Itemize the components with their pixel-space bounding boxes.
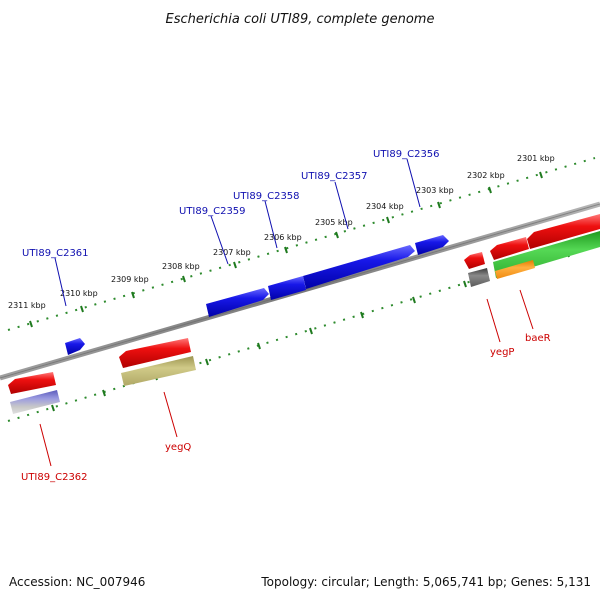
gene-utI89-c2357-arrow[interactable] [303,245,415,289]
kbp-label-2307: 2307 kbp [213,248,251,257]
kbp-label-2311: 2311 kbp [8,301,46,310]
top-leader-lines [54,158,421,307]
feature-olive-band[interactable] [121,356,196,386]
gene-yegq-arrow[interactable] [119,338,191,368]
upper-ruler [7,157,596,331]
bottom-leader-lines [39,289,534,467]
kbp-label-2310: 2310 kbp [60,289,98,298]
accession-text: Accession: NC_007946 [9,575,145,589]
kbp-label-2301: 2301 kbp [517,154,555,163]
kbp-label-2309: 2309 kbp [111,275,149,284]
gene-utI89-c2362-arrow[interactable] [8,372,56,394]
gene-label-utI89-c2361: UTI89_C2361 [22,248,89,259]
gene-yegp-arrow[interactable] [464,252,485,269]
kbp-label-2302: 2302 kbp [467,171,505,180]
map-title: Escherichia coli UTI89, complete genome [166,12,435,27]
gene-utI89-c2356-arrow[interactable] [415,235,449,255]
feature-orange-band[interactable] [495,260,535,279]
gene-label-yegq: yegQ [165,442,191,453]
topology-text: Topology: circular; Length: 5,065,741 bp… [260,575,591,589]
gene-red-small-arrow[interactable] [490,237,529,260]
gene-label-utI89-c2358: UTI89_C2358 [233,191,300,202]
kbp-label-2306: 2306 kbp [264,233,302,242]
gene-label-utI89-c2357: UTI89_C2357 [301,171,368,182]
gene-utI89-c2359-arrow[interactable] [206,288,269,317]
gene-label-utI89-c2362: UTI89_C2362 [21,472,88,483]
gene-utI89-c2358-arrow[interactable] [268,276,306,300]
kbp-label-2305: 2305 kbp [315,218,353,227]
kbp-label-2304: 2304 kbp [366,202,404,211]
gene-label-utI89-c2356: UTI89_C2356 [373,149,440,160]
gene-utI89-c2361-arrow[interactable] [65,338,85,355]
gene-label-utI89-c2359: UTI89_C2359 [179,206,246,217]
gene-label-baer: baeR [525,333,551,344]
gene-label-yegp: yegP [490,347,514,358]
kbp-label-2303: 2303 kbp [416,186,454,195]
kbp-label-2308: 2308 kbp [162,262,200,271]
gene-baer-region-arrow[interactable] [527,214,600,249]
feature-purple-band[interactable] [10,390,60,414]
upper-ruler-ticks [29,171,543,328]
feature-gray-box[interactable] [468,268,490,287]
